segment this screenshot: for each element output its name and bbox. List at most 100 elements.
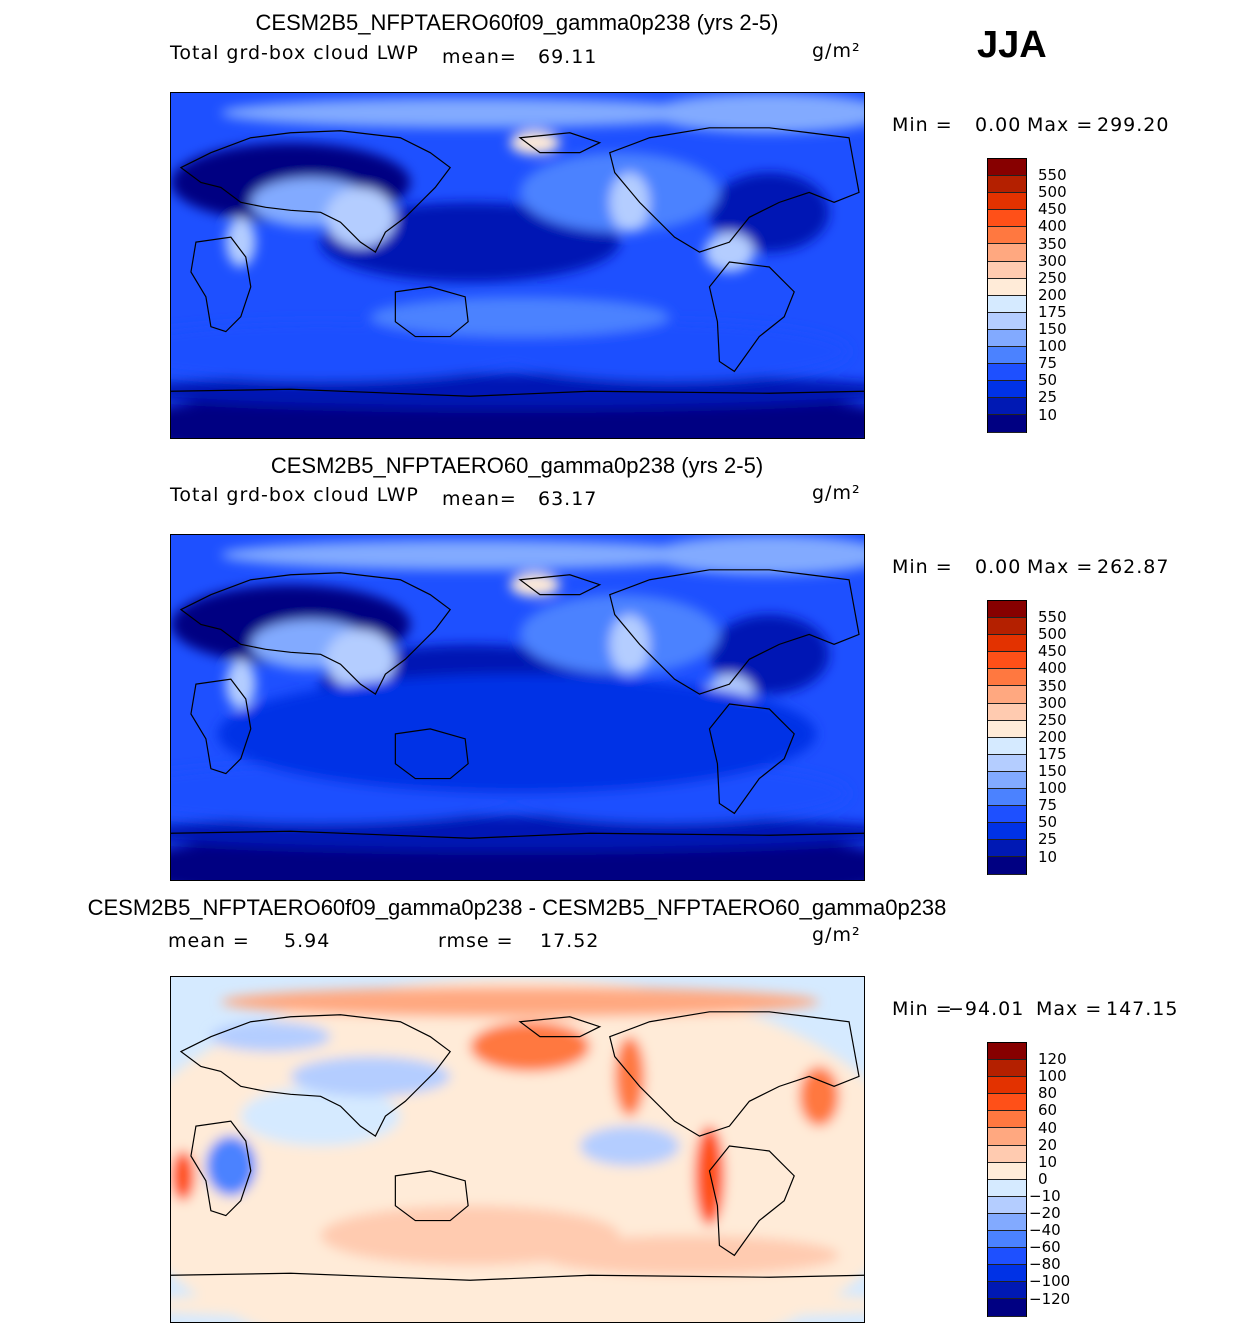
min-value: 0.00: [975, 114, 1022, 136]
colorbar-bin: [988, 1282, 1026, 1300]
contour-map: [101, 534, 916, 908]
colorbar-bin: [988, 737, 1026, 755]
mean-value: 5.94: [284, 930, 331, 952]
panel-title: CESM2B5_NFPTAERO60f09_gamma0p238 (yrs 2-…: [255, 10, 779, 35]
colorbar-bin: [988, 312, 1026, 330]
colorbar-bin: [988, 1060, 1026, 1078]
colorbar-tick-label: 350: [1038, 676, 1067, 695]
panel-title: CESM2B5_NFPTAERO60_gamma0p238 (yrs 2-5): [270, 453, 764, 478]
colorbar-bin: [988, 1231, 1026, 1249]
colorbar-bin: [988, 381, 1026, 399]
mean-value: 63.17: [538, 488, 598, 510]
max-label: Max =: [1036, 998, 1103, 1020]
colorbar-bin: [988, 652, 1026, 670]
colorbar-bin: [988, 857, 1026, 875]
colorbar-bin: [988, 1162, 1026, 1180]
colorbar-tick-label: 75: [1038, 354, 1058, 373]
colorbar-bin: [988, 159, 1026, 177]
colorbar-tick-label: 400: [1038, 217, 1067, 236]
colorbar-bin: [988, 1094, 1026, 1112]
units-label: g/m²: [812, 924, 861, 946]
colorbar-bin: [988, 347, 1026, 365]
colorbar-bin: [988, 754, 1026, 772]
colorbar-tick-label: 40: [1038, 1118, 1058, 1137]
mean-label: mean=: [442, 46, 517, 68]
colorbar-tick-label: −100: [1029, 1272, 1071, 1291]
rmse-value: 17.52: [540, 930, 600, 952]
min-label: Min =: [892, 998, 953, 1020]
colorbar-tick-label: 500: [1038, 625, 1067, 644]
colorbar-tick-label: 0: [1038, 1169, 1048, 1188]
colorbar-tick-label: 50: [1038, 371, 1058, 390]
colorbar-tick-label: 150: [1038, 320, 1067, 338]
colorbar: [987, 1042, 1027, 1317]
variable-label: Total grd-box cloud LWP: [170, 42, 419, 64]
colorbar-bin: [988, 227, 1026, 245]
colorbar-tick-label: 120: [1038, 1050, 1067, 1069]
colorbar-bin: [988, 1179, 1026, 1197]
colorbar-bin: [988, 686, 1026, 704]
colorbar-bin: [988, 261, 1026, 279]
colorbar-tick-label: 175: [1038, 302, 1067, 321]
colorbar-bin: [988, 176, 1026, 194]
colorbar: [987, 600, 1027, 875]
mean-label: mean =: [168, 930, 250, 952]
colorbar-bin: [988, 1196, 1026, 1214]
colorbar-tick-label: 200: [1038, 727, 1067, 746]
colorbar-tick-label: 20: [1038, 1135, 1058, 1154]
colorbar-bin: [988, 823, 1026, 841]
colorbar-bin: [988, 840, 1026, 858]
colorbar-tick-label: 500: [1038, 183, 1067, 202]
min-value: 0.00: [975, 556, 1022, 578]
colorbar-bin: [988, 278, 1026, 296]
colorbar-tick-label: 450: [1038, 200, 1067, 219]
colorbar-tick-label: −120: [1029, 1289, 1071, 1308]
colorbar-bin: [988, 193, 1026, 211]
colorbar-bin: [988, 618, 1026, 636]
mean-value: 69.11: [538, 46, 598, 68]
colorbar-tick-label: 300: [1038, 251, 1067, 270]
colorbar-tick-label: 50: [1038, 813, 1058, 832]
colorbar-bin: [988, 210, 1026, 228]
colorbar-tick-label: 10: [1038, 847, 1058, 866]
colorbar-bin: [988, 1077, 1026, 1095]
colorbar-tick-label: 10: [1038, 405, 1058, 424]
colorbar-bin: [988, 635, 1026, 653]
colorbar-bin: [988, 1145, 1026, 1163]
colorbar-bin: [988, 669, 1026, 687]
max-value: 147.15: [1106, 998, 1179, 1020]
contour-map: [118, 976, 916, 1338]
min-value: −94.01: [948, 998, 1025, 1020]
colorbar-tick-label: 400: [1038, 659, 1067, 678]
colorbar-tick-label: 550: [1038, 166, 1067, 185]
colorbar-tick-label: 250: [1038, 268, 1067, 287]
colorbar-tick-label: −80: [1029, 1255, 1061, 1274]
colorbar-tick-label: −10: [1029, 1186, 1061, 1205]
colorbar-tick-label: 200: [1038, 285, 1067, 304]
colorbar-tick-label: 75: [1038, 796, 1058, 815]
colorbar-tick-label: −20: [1029, 1204, 1061, 1222]
colorbar-tick-label: 100: [1038, 779, 1067, 798]
colorbar-bin: [988, 398, 1026, 416]
colorbar-tick-label: 175: [1038, 744, 1067, 763]
colorbar-bin: [988, 329, 1026, 348]
colorbar-bin: [988, 789, 1026, 807]
max-value: 262.87: [1097, 556, 1170, 578]
colorbar-bin: [988, 1213, 1026, 1232]
max-value: 299.20: [1097, 114, 1170, 136]
colorbar-tick-label: 25: [1038, 830, 1058, 849]
colorbar-bin: [988, 771, 1026, 790]
colorbar-bin: [988, 720, 1026, 738]
colorbar-tick-label: 60: [1038, 1101, 1058, 1120]
max-label: Max =: [1027, 114, 1094, 136]
colorbar-bin: [988, 601, 1026, 619]
colorbar-bin: [988, 244, 1026, 262]
colorbar-bin: [988, 1128, 1026, 1146]
colorbar-tick-label: 450: [1038, 642, 1067, 661]
colorbar-bin: [988, 1248, 1026, 1266]
colorbar-tick-label: −60: [1029, 1238, 1061, 1257]
colorbar-tick-label: 150: [1038, 762, 1067, 780]
colorbar-tick-label: 350: [1038, 234, 1067, 253]
colorbar-bin: [988, 295, 1026, 313]
